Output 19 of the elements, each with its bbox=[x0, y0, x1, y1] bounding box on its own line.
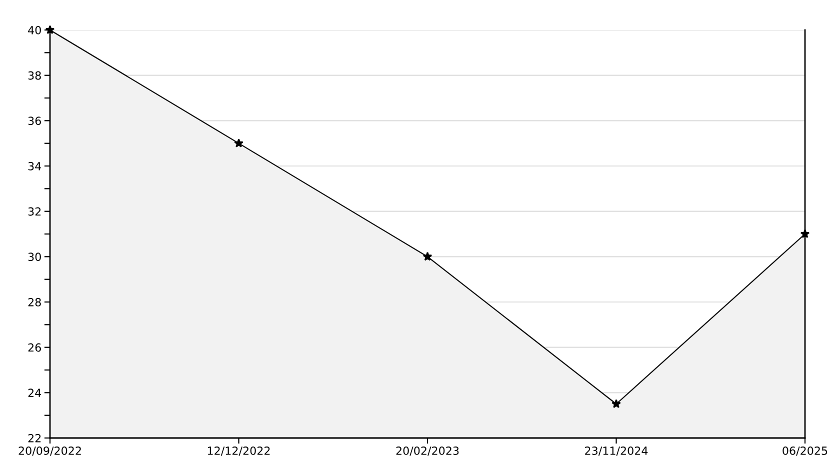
point bbox=[234, 138, 244, 148]
x-tick-label: 23/11/2024 bbox=[585, 446, 648, 456]
y-tick-label: 36 bbox=[28, 116, 41, 126]
y-tick-label: 22 bbox=[28, 434, 41, 442]
x-tick-label: 06/2025 bbox=[782, 446, 828, 456]
x-tick-label: 20/09/2022 bbox=[18, 446, 81, 456]
y-tick-label: 24 bbox=[28, 388, 42, 397]
y-tick-label: 40 bbox=[28, 26, 41, 34]
y-tick-label: 28 bbox=[28, 298, 41, 306]
y-tick-label: 30 bbox=[28, 252, 41, 262]
y-tick-label: 32 bbox=[28, 207, 41, 216]
x-tick-label: 12/12/2022 bbox=[208, 446, 270, 456]
y-tick-label: 26 bbox=[28, 343, 41, 352]
y-tick-label: 38 bbox=[28, 71, 41, 80]
x-tick-label: 20/02/2023 bbox=[396, 446, 459, 456]
y-tick-label: 34 bbox=[28, 162, 42, 170]
point bbox=[612, 399, 621, 408]
point bbox=[800, 229, 810, 238]
point bbox=[422, 252, 432, 261]
